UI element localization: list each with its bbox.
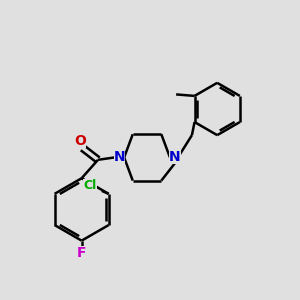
Text: N: N	[169, 150, 181, 164]
Text: N: N	[114, 150, 125, 164]
Text: F: F	[77, 246, 86, 260]
Text: Cl: Cl	[83, 179, 97, 192]
Text: O: O	[74, 134, 86, 148]
